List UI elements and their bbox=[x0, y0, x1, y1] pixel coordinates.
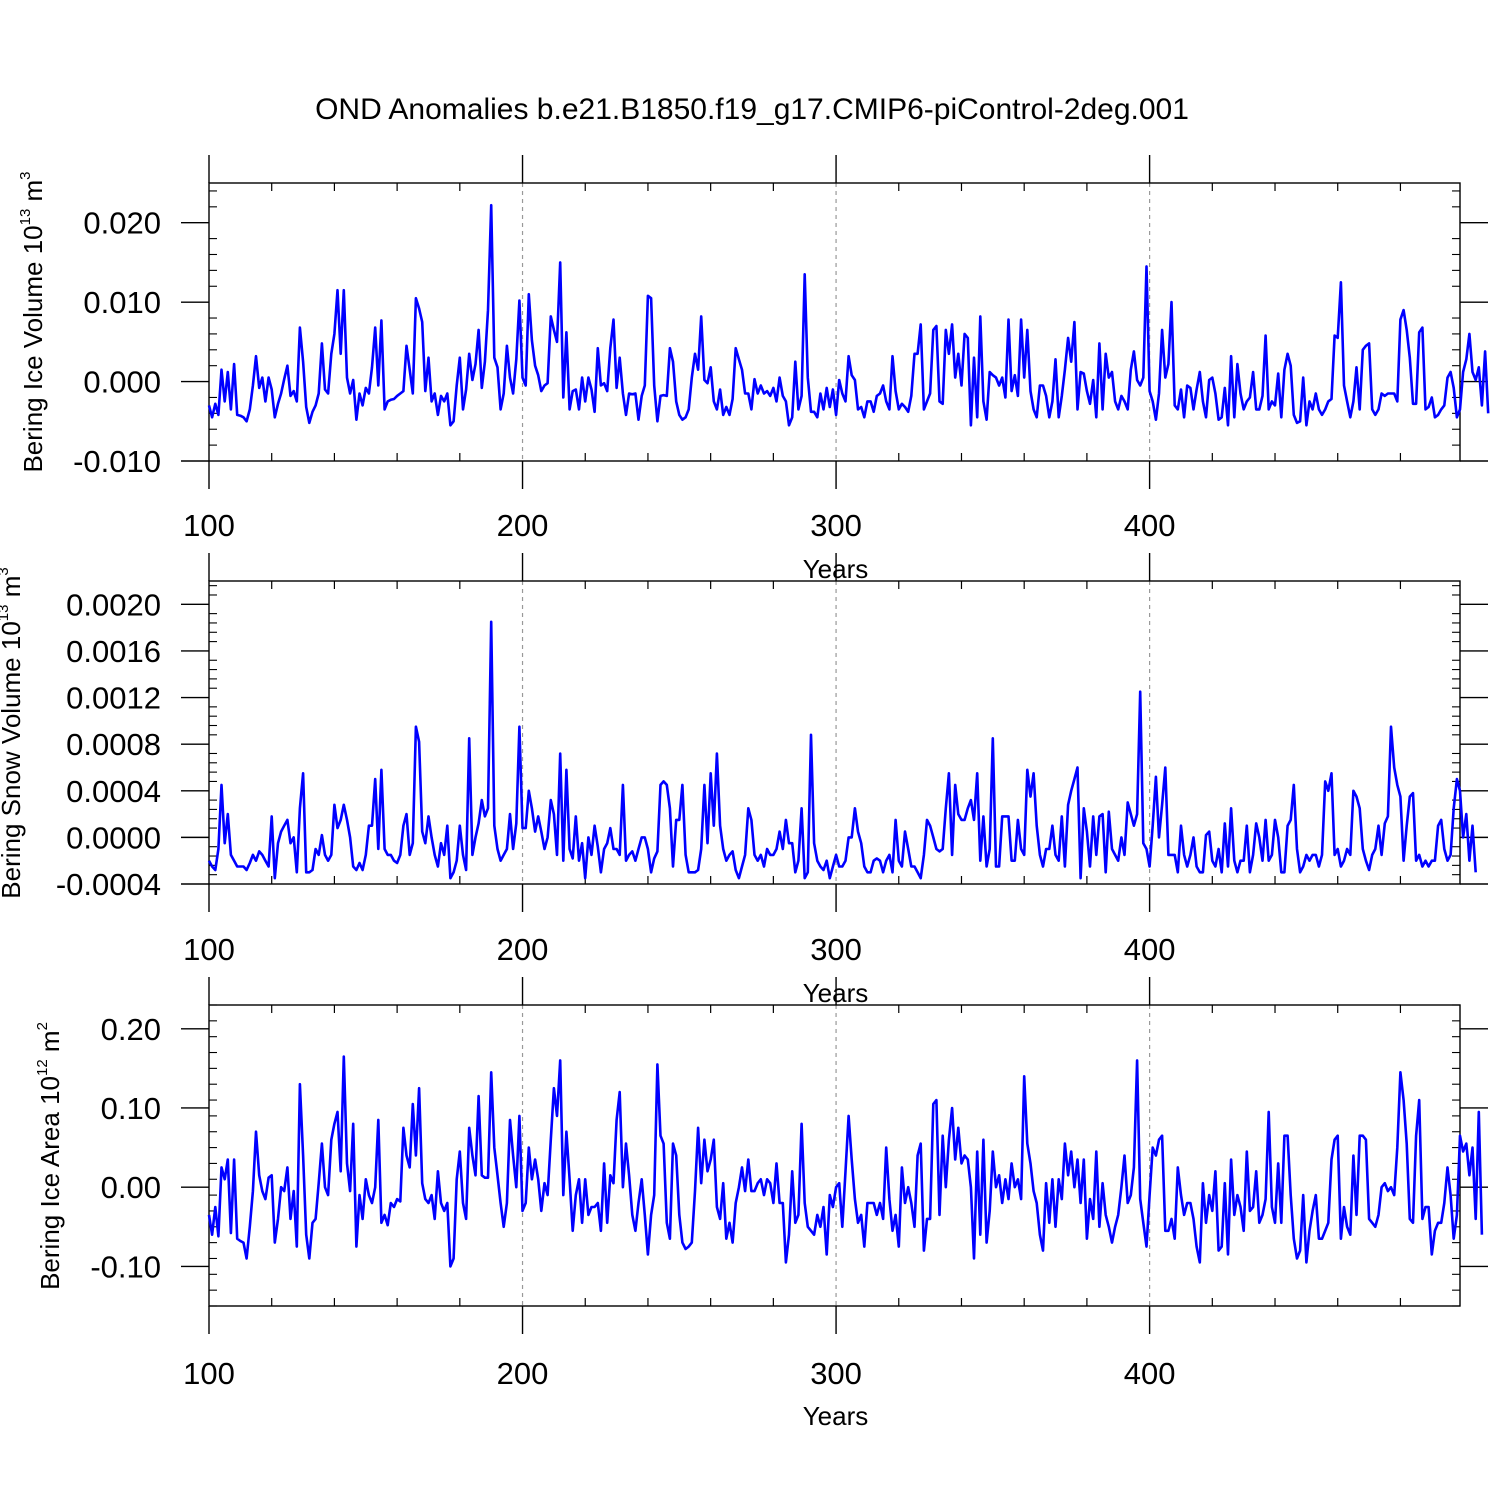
series-line bbox=[207, 620, 1477, 880]
y-tick-label: 0.10 bbox=[101, 1091, 161, 1126]
x-tick-label: 300 bbox=[810, 932, 862, 967]
y-axis-label-text: Bering Ice Volume 10 bbox=[18, 225, 48, 472]
y-tick-label: -0.0004 bbox=[56, 867, 161, 902]
series-line bbox=[207, 1055, 1484, 1268]
y-tick-label: 0.000 bbox=[83, 365, 161, 400]
plot-frame bbox=[208, 1004, 1461, 1307]
y-axis-label-exponent: 12 bbox=[34, 1059, 51, 1076]
y-tick-label: 0.0016 bbox=[66, 634, 161, 669]
y-axis-label: Bering Snow Volume 1013 m3 bbox=[0, 567, 26, 898]
y-tick-label: 0.0008 bbox=[66, 727, 161, 762]
panel-snow-volume: 100 200 300 400 -0.0004 0.0000 0.0004 0.0008 0.0… bbox=[0, 553, 1488, 1008]
y-tick-label: 0.0020 bbox=[66, 587, 161, 622]
y-axis-label-text: Bering Ice Area 10 bbox=[35, 1076, 65, 1290]
y-axis-label-exponent: 13 bbox=[17, 209, 34, 226]
panel-ice-volume: 100 200 300 400-0.0100.0000.0100.020YearsBe… bbox=[17, 155, 1490, 584]
y-tick-label: 0.020 bbox=[83, 206, 161, 241]
x-tick-label: 100 bbox=[183, 1356, 235, 1391]
y-axis-label: Bering Ice Volume 1013 m3 bbox=[17, 171, 48, 472]
y-axis-label-unit: m bbox=[0, 576, 26, 605]
chart-title: OND Anomalies b.e21.B1850.f19_g17.CMIP6-… bbox=[315, 93, 1189, 126]
y-axis-label-unit-exponent: 2 bbox=[34, 1022, 51, 1030]
panel-ice-area: 100 200 300 400 -0.10 0.00 0.10 0.20 Years Bering… bbox=[34, 977, 1488, 1431]
x-tick-label: 200 bbox=[497, 1356, 549, 1391]
x-tick-label: 300 bbox=[810, 508, 862, 543]
x-tick-label: 100 bbox=[183, 508, 235, 543]
y-tick-label: -0.010 bbox=[73, 444, 161, 479]
plot-frame bbox=[208, 182, 1461, 462]
y-axis-label-text: Bering Snow Volume 10 bbox=[0, 621, 26, 899]
x-tick-label: 300 bbox=[810, 1356, 862, 1391]
x-tick-label: 200 bbox=[497, 508, 549, 543]
x-tick-label: 400 bbox=[1124, 932, 1176, 967]
x-axis-label: Years bbox=[803, 1401, 869, 1431]
y-axis-label-exponent: 13 bbox=[0, 605, 12, 622]
x-tick-label: 400 bbox=[1124, 508, 1176, 543]
x-tick-label: 200 bbox=[497, 932, 549, 967]
y-axis-label-unit-exponent: 3 bbox=[0, 567, 12, 575]
y-tick-label: -0.10 bbox=[90, 1249, 161, 1284]
y-tick-label: 0.00 bbox=[101, 1170, 161, 1205]
y-tick-label: 0.0012 bbox=[66, 681, 161, 716]
plot-frame bbox=[208, 580, 1461, 885]
y-tick-label: 0.0000 bbox=[66, 820, 161, 855]
y-axis-label: Bering Ice Area 1012 m2 bbox=[34, 1022, 65, 1290]
y-tick-label: 0.010 bbox=[83, 285, 161, 320]
y-axis-label-unit: m bbox=[18, 180, 48, 209]
series-line bbox=[207, 203, 1490, 427]
y-tick-label: 0.0004 bbox=[66, 774, 161, 809]
y-tick-label: 0.20 bbox=[101, 1012, 161, 1047]
y-axis-label-unit: m bbox=[35, 1030, 65, 1059]
x-tick-label: 100 bbox=[183, 932, 235, 967]
x-tick-label: 400 bbox=[1124, 1356, 1176, 1391]
y-axis-label-unit-exponent: 3 bbox=[17, 171, 34, 179]
